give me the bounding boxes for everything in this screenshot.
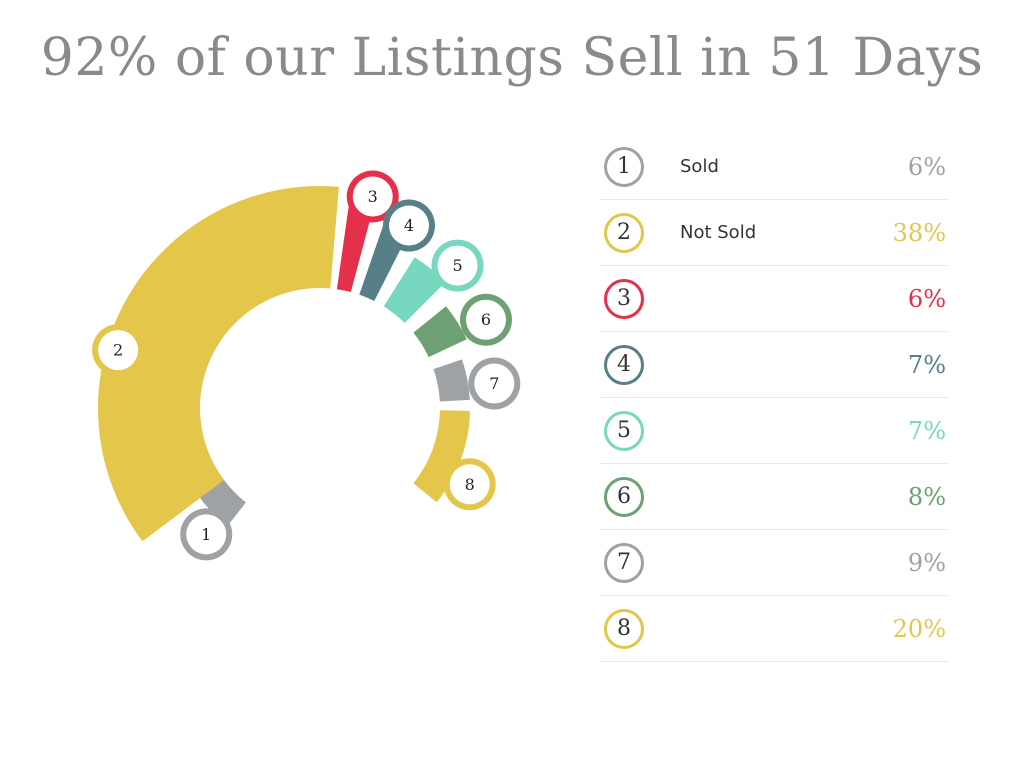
legend-value: 8%: [907, 482, 946, 511]
legend-value: 7%: [907, 350, 946, 379]
slice-badge-8: 8: [443, 458, 496, 511]
slice-badge-2: 2: [92, 324, 145, 377]
legend-number-badge: 4: [604, 344, 644, 385]
slice-badge-number: 6: [481, 310, 491, 329]
donut-slice-6: [413, 306, 467, 358]
slice-badge-number: 7: [489, 374, 499, 393]
slice-badge-number: 4: [404, 216, 414, 235]
legend: 1 Sold 6% 2 Not Sold 38% 3 6% 4 7% 5 7% 6 8% 7 9% 8 20%: [600, 134, 948, 662]
legend-row: 8 20%: [600, 596, 948, 662]
legend-number-badge: 7: [604, 542, 644, 583]
legend-value: 38%: [892, 218, 946, 247]
slice-badge-number: 8: [465, 475, 475, 494]
slice-badge-4: 4: [382, 199, 435, 252]
slice-badge-6: 6: [459, 293, 512, 346]
legend-number-badge: 5: [604, 410, 644, 451]
legend-row: 4 7%: [600, 332, 948, 398]
legend-label: Not Sold: [680, 222, 757, 243]
legend-number-badge: 6: [604, 476, 644, 517]
legend-row: 7 9%: [600, 530, 948, 596]
slice-badge-1: 1: [180, 508, 233, 561]
legend-number-badge: 2: [604, 212, 644, 253]
legend-value: 6%: [907, 284, 946, 313]
slice-badge-number: 3: [368, 187, 378, 206]
legend-value: 9%: [907, 548, 946, 577]
donut-slice-7: [433, 359, 470, 402]
slice-badge-3: 3: [346, 170, 399, 223]
donut-slice-8: [413, 410, 470, 503]
legend-number-badge: 8: [604, 608, 644, 649]
legend-value: 20%: [892, 614, 946, 643]
legend-row: 6 8%: [600, 464, 948, 530]
donut-slice-3: [336, 202, 374, 293]
legend-row: 2 Not Sold 38%: [600, 200, 948, 266]
donut-slice-5: [383, 257, 446, 323]
legend-value: 6%: [907, 152, 946, 181]
legend-value: 7%: [907, 416, 946, 445]
donut-slice-1: [198, 478, 246, 527]
slice-badge-7: 7: [468, 357, 521, 410]
legend-row: 1 Sold 6%: [600, 134, 948, 200]
slice-badge-number: 2: [113, 341, 123, 360]
slice-badge-number: 1: [201, 525, 211, 544]
legend-row: 3 6%: [600, 266, 948, 332]
slice-badge-5: 5: [431, 239, 484, 292]
donut-chart: 1 2 3 4 5 6 7 8: [92, 170, 521, 561]
legend-label: Sold: [680, 156, 719, 177]
legend-number-badge: 3: [604, 278, 644, 319]
legend-row: 5 7%: [600, 398, 948, 464]
page-title: 92% of our Listings Sell in 51 Days: [40, 28, 984, 88]
legend-number-badge: 1: [604, 146, 644, 187]
donut-slice-2: [98, 185, 339, 542]
slice-badge-number: 5: [452, 256, 462, 275]
